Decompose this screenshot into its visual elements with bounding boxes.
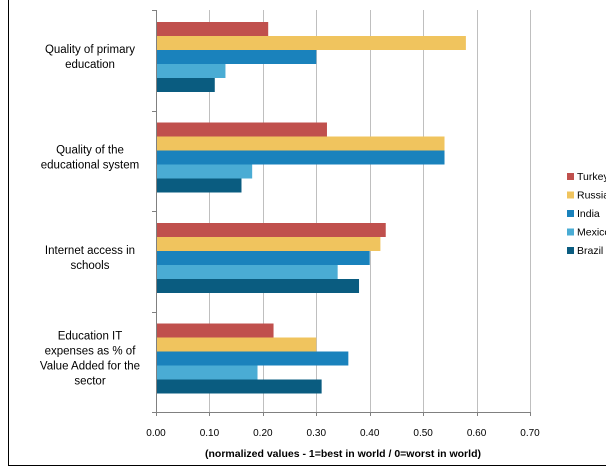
bar [157, 265, 338, 279]
category-label-line: educational system [41, 159, 139, 171]
legend-swatch [567, 173, 574, 180]
x-tick-label: 0.20 [253, 428, 273, 439]
category-label-line: Quality of the [56, 144, 124, 156]
legend-label: Brazil [577, 245, 603, 257]
bar [157, 150, 445, 165]
legend-swatch [567, 210, 574, 217]
x-axis-label: (normalized values - 1=best in world / 0… [205, 448, 481, 460]
x-tick-label: 0.30 [307, 428, 327, 439]
bar [157, 136, 445, 151]
bar [157, 22, 269, 36]
bar [157, 279, 360, 293]
legend-label: Russia [577, 190, 606, 202]
bar [157, 64, 226, 78]
legend-swatch [567, 191, 574, 199]
bar [157, 223, 386, 237]
bar [157, 178, 242, 193]
bar [157, 351, 349, 366]
bar [157, 237, 381, 251]
bar [157, 78, 215, 92]
category-label-line: education [65, 59, 115, 71]
bar [157, 122, 327, 137]
x-tick-label: 0.00 [146, 428, 166, 439]
x-tick-label: 0.40 [360, 428, 380, 439]
bar [157, 50, 317, 64]
frame-left-border [8, 0, 9, 466]
legend-swatch [567, 247, 574, 254]
legend-label: Mexico [577, 227, 606, 239]
category-label-line: sector [74, 375, 105, 387]
bar [157, 36, 466, 50]
legend-swatch [567, 228, 574, 236]
x-tick-label: 0.50 [413, 428, 433, 439]
legend-label: India [577, 208, 600, 220]
x-tick-label: 0.10 [200, 428, 220, 439]
category-label-line: Quality of primary [45, 44, 135, 56]
category-label-line: Education IT [58, 330, 123, 342]
category-label-line: schools [71, 260, 110, 272]
category-label: Quality of primary education [45, 44, 135, 71]
category-label-line: Value Added for the [40, 360, 140, 372]
category-label-line: Internet access in [45, 245, 135, 257]
bar [157, 337, 317, 352]
x-tick-label: 0.60 [467, 428, 487, 439]
legend-label: Turkey [577, 171, 606, 183]
category-label-line: expenses as % of [45, 345, 137, 357]
bar [157, 323, 274, 338]
category-label: Quality of the educational system [41, 144, 139, 171]
bar [157, 365, 258, 380]
bar [157, 251, 370, 265]
x-tick-label: 0.70 [520, 428, 540, 439]
bar [157, 164, 253, 179]
bar [157, 379, 322, 394]
category-label: Education IT expenses as % of Value Added … [40, 330, 140, 387]
category-label: Internet access in schools [45, 245, 135, 272]
